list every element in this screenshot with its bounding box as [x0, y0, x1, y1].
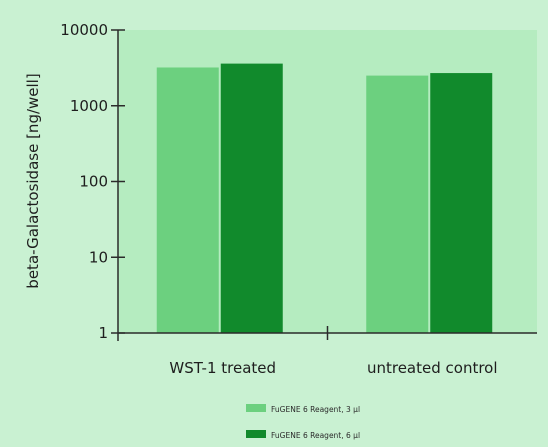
- y-axis-title: beta-Galactosidase [ng/well]: [24, 73, 42, 288]
- bar-1-series-1: [156, 67, 219, 333]
- bar-1-series-2: [220, 63, 283, 334]
- x-category-label-1: WST-1 treated: [169, 359, 276, 377]
- legend-label-1: FuGENE 6 Reagent, 3 µl: [271, 405, 360, 414]
- x-category-label-2: untreated control: [367, 359, 498, 377]
- bar-2-series-2: [430, 73, 493, 334]
- y-tick-label-3: 100: [79, 173, 108, 191]
- legend-swatch-2: [246, 430, 266, 438]
- y-tick-label-4: 1000: [70, 97, 108, 115]
- legend-label-2: FuGENE 6 Reagent, 6 µl: [271, 431, 360, 440]
- legend-swatch-1: [246, 404, 266, 412]
- y-tick-label-1: 1: [98, 324, 108, 342]
- y-tick-label-2: 10: [89, 248, 108, 266]
- y-tick-label-5: 10000: [60, 21, 108, 39]
- bar-2-series-1: [366, 75, 429, 333]
